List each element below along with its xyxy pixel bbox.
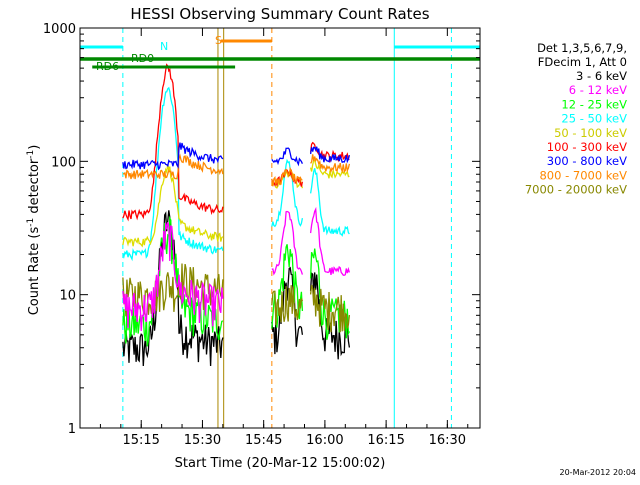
series-line-4-seg-0 — [122, 163, 224, 248]
annotation-s: S — [215, 34, 222, 47]
series-line-1-seg-2 — [309, 206, 351, 276]
plot-area: N S RD0 RD6 — [80, 28, 480, 428]
footer-timestamp: 20-Mar-2012 20:04 — [560, 468, 637, 477]
series-line-1-seg-1 — [271, 210, 304, 276]
series-line-3-seg-1 — [271, 158, 304, 228]
y-axis-label-sup2: -1 — [26, 150, 36, 159]
series-line-5-seg-0 — [122, 63, 224, 222]
x-tick-label: 16:30 — [429, 433, 466, 448]
series-line-4-seg-2 — [309, 159, 350, 179]
annotation-rd6: RD6 — [96, 60, 119, 73]
annotation-n: N — [160, 40, 168, 53]
series-line-7-seg-0 — [122, 153, 224, 180]
series-line-6-seg-0 — [122, 142, 224, 171]
series-line-7-seg-2 — [310, 154, 351, 174]
y-axis-label-mid: detector — [27, 158, 42, 218]
series-line-0-seg-0 — [122, 210, 224, 367]
y-axis-label: Count Rate (s-1 detector-1) — [26, 145, 42, 316]
series-line-3-seg-0 — [122, 86, 224, 262]
x-tick-label: 15:15 — [122, 433, 159, 448]
x-tick-label: 16:00 — [306, 433, 343, 448]
series-line-8-seg-1 — [271, 285, 304, 326]
legend-header-line1: Det 1,3,5,6,7,9, — [537, 41, 627, 55]
y-tick-label: 1000 — [43, 22, 76, 37]
x-axis-label: Start Time (20-Mar-12 15:00:02) — [175, 456, 386, 471]
x-tick-label: 15:45 — [245, 433, 282, 448]
legend-entry: 50 - 100 keV — [554, 126, 627, 140]
x-tick-label: 16:15 — [367, 433, 404, 448]
y-axis-label-end: ) — [27, 145, 42, 150]
legend-header-line2: FDecim 1, Att 0 — [538, 55, 627, 69]
series-line-6-seg-2 — [309, 146, 351, 164]
y-tick-label: 1 — [68, 422, 76, 437]
x-tick-label: 15:30 — [184, 433, 221, 448]
series-line-2-seg-1 — [271, 244, 304, 329]
legend-entry: 25 - 50 keV — [561, 112, 627, 126]
legend-entry: 6 - 12 keV — [569, 83, 627, 97]
series-line-1-seg-0 — [122, 222, 224, 331]
y-axis-label-part: Count Rate (s — [27, 227, 42, 316]
series-line-6-seg-1 — [271, 147, 303, 167]
legend-entry: 7000 - 20000 keV — [525, 183, 627, 197]
y-axis-label-sup1: -1 — [26, 218, 36, 227]
y-tick-label: 100 — [51, 155, 76, 170]
plot-frame — [79, 27, 481, 429]
legend-entry: 300 - 800 keV — [547, 154, 627, 168]
legend-entry: 3 - 6 keV — [576, 69, 627, 83]
y-tick-label: 10 — [59, 289, 76, 304]
chart-title: HESSI Observing Summary Count Rates — [130, 5, 429, 23]
legend-entry: 12 - 25 keV — [561, 97, 627, 111]
series-line-8-seg-0 — [122, 263, 224, 321]
legend-entry: 800 - 7000 keV — [539, 168, 627, 182]
series-line-3-seg-2 — [309, 168, 350, 237]
legend-entry: 100 - 300 keV — [547, 140, 627, 154]
series-line-7-seg-1 — [271, 166, 303, 187]
annotation-rd0: RD0 — [131, 52, 154, 65]
series-line-8-seg-2 — [309, 284, 351, 333]
